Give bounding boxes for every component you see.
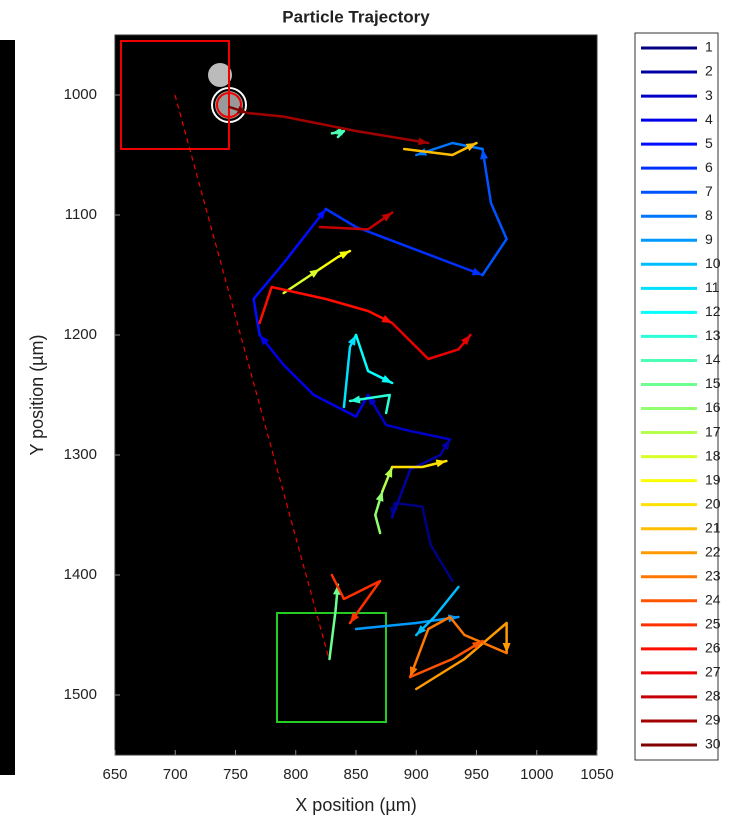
legend-label: 14 bbox=[705, 351, 721, 367]
side-strip bbox=[0, 40, 15, 775]
y-tick-label: 1000 bbox=[64, 86, 97, 103]
legend-label: 11 bbox=[705, 279, 720, 295]
legend-label: 24 bbox=[705, 591, 721, 607]
legend-label: 5 bbox=[705, 135, 713, 151]
legend-label: 23 bbox=[705, 567, 721, 583]
legend-label: 7 bbox=[705, 183, 713, 199]
x-tick-label: 850 bbox=[343, 766, 368, 783]
x-tick-label: 1000 bbox=[520, 766, 553, 783]
legend-label: 13 bbox=[705, 327, 721, 343]
x-tick-label: 800 bbox=[283, 766, 308, 783]
legend-label: 19 bbox=[705, 471, 721, 487]
y-tick-label: 1400 bbox=[64, 566, 97, 583]
y-tick-label: 1100 bbox=[65, 206, 97, 223]
legend-label: 9 bbox=[705, 231, 713, 247]
y-tick-label: 1300 bbox=[64, 446, 97, 463]
legend-label: 25 bbox=[705, 616, 721, 632]
x-tick-label: 900 bbox=[404, 766, 429, 783]
plot-area bbox=[115, 35, 597, 755]
y-tick-label: 1500 bbox=[64, 686, 97, 703]
legend-label: 10 bbox=[705, 255, 721, 271]
legend-label: 12 bbox=[705, 303, 721, 319]
x-tick-label: 750 bbox=[223, 766, 248, 783]
x-tick-label: 950 bbox=[464, 766, 489, 783]
legend-label: 8 bbox=[705, 207, 713, 223]
legend-label: 1 bbox=[705, 39, 713, 55]
y-axis-label: Y position (µm) bbox=[27, 334, 47, 455]
legend-label: 30 bbox=[705, 736, 721, 752]
y-tick-label: 1200 bbox=[64, 326, 97, 343]
legend-label: 18 bbox=[705, 447, 721, 463]
legend-label: 26 bbox=[705, 640, 721, 656]
legend-label: 3 bbox=[705, 87, 713, 103]
legend-label: 20 bbox=[705, 495, 721, 511]
chart: Particle Trajectory X position (µm) Y po… bbox=[0, 0, 731, 828]
legend-label: 2 bbox=[705, 63, 713, 79]
x-tick-label: 650 bbox=[102, 766, 127, 783]
legend-label: 16 bbox=[705, 399, 721, 415]
x-axis-label: X position (µm) bbox=[295, 795, 416, 815]
legend-label: 29 bbox=[705, 712, 721, 728]
x-tick-label: 700 bbox=[163, 766, 188, 783]
legend-label: 28 bbox=[705, 688, 721, 704]
legend-label: 22 bbox=[705, 543, 721, 559]
x-tick-label: 1050 bbox=[580, 766, 613, 783]
legend-label: 15 bbox=[705, 375, 721, 391]
legend-label: 6 bbox=[705, 159, 713, 175]
chart-title: Particle Trajectory bbox=[282, 7, 430, 26]
legend-label: 21 bbox=[705, 519, 721, 535]
legend-label: 27 bbox=[705, 664, 721, 680]
legend-label: 17 bbox=[705, 423, 721, 439]
legend-label: 4 bbox=[705, 111, 713, 127]
